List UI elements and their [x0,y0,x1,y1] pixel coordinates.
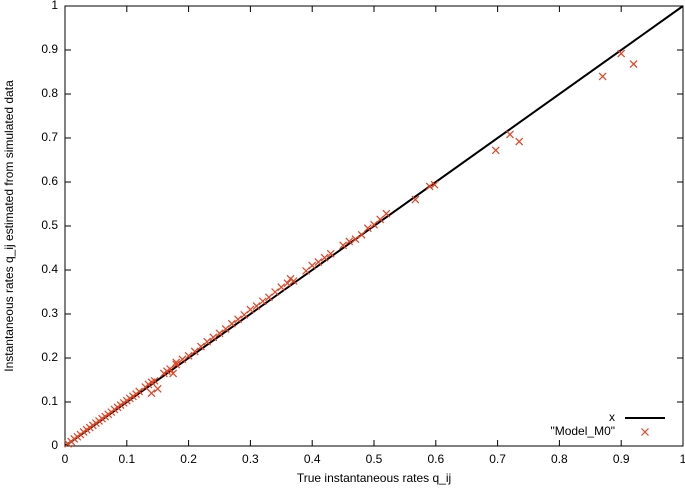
point [629,60,638,69]
point [339,241,348,250]
point [215,329,224,338]
point [357,230,366,239]
x-tick-label: 1 [680,452,685,466]
point [258,297,267,306]
legend-label: "Model_M0" [550,424,615,438]
point [271,288,280,296]
point [190,347,199,356]
point [308,261,317,270]
point [166,365,174,373]
point [345,237,354,246]
point [302,266,310,275]
point [320,253,329,262]
point [376,215,385,224]
point [430,180,439,189]
x-tick-label: 0.9 [613,452,630,466]
point [150,376,159,385]
y-tick-label: 0.1 [41,394,58,408]
x-tick-label: 0.2 [180,452,197,466]
point [197,342,205,351]
point [326,249,335,258]
y-tick-label: 1 [51,0,58,12]
x-tick-label: 0.1 [118,452,135,466]
y-tick-label: 0.5 [41,218,58,232]
legend-swatch [641,428,649,436]
point [246,305,255,314]
point [203,337,212,346]
point [172,358,181,367]
point [265,293,273,302]
x-axis-label: True instantaneous rates q_ij [297,471,451,485]
point [370,220,378,229]
x-tick-label: 0 [62,452,69,466]
point [147,389,156,398]
y-tick-label: 0.7 [41,130,58,144]
point [221,325,230,333]
y-tick-label: 0.8 [41,86,58,100]
point [172,360,181,369]
point [169,369,178,378]
point [153,384,162,393]
point [252,302,261,311]
point [135,387,144,396]
point [598,72,607,81]
x-tick-label: 0.7 [489,452,506,466]
y-tick-label: 0.3 [41,306,58,320]
y-tick-label: 0.9 [41,42,58,56]
point [506,130,514,139]
x-tick-label: 0.5 [366,452,383,466]
y-tick-label: 0 [51,438,58,452]
line-series [64,5,684,447]
x-tick-label: 0.8 [551,452,568,466]
x-tick-label: 0.4 [304,452,321,466]
point [617,49,626,58]
point [184,351,193,360]
point [411,195,420,204]
point [515,137,524,146]
point [314,258,323,267]
point [277,283,286,292]
point [227,319,236,328]
point [240,310,249,319]
point [283,279,292,288]
point [351,235,360,244]
y-tick-label: 0.6 [41,174,58,188]
point [382,209,391,218]
point [178,355,187,364]
point [363,224,372,233]
x-tick-label: 0.6 [427,452,444,466]
point [289,277,298,285]
x-tick-label: 0.3 [242,452,259,466]
point [425,182,434,191]
point [209,333,218,342]
y-axis-label: Instantaneous rates q_ij estimated from … [2,80,16,372]
y-tick-label: 0.4 [41,262,58,276]
y-tick-label: 0.2 [41,350,58,364]
point [234,315,242,324]
legend-label: x [609,410,615,424]
point [491,146,500,155]
